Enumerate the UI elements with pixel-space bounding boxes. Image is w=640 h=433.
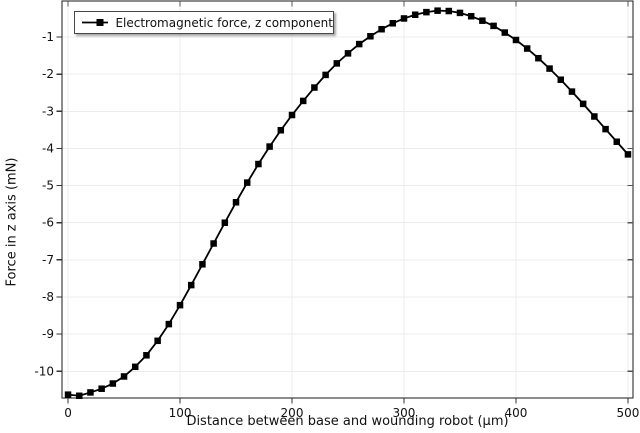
series-marker [333,60,341,67]
series-marker [87,389,94,396]
series-marker [400,15,408,22]
series-marker [490,22,497,30]
series-marker [322,71,329,79]
series-marker [423,8,430,16]
series-marker [456,9,464,17]
series-marker [243,179,251,186]
series-marker [120,373,128,380]
x-tick-label: 500 [617,406,640,420]
series-marker [389,20,397,27]
series-marker [613,138,621,146]
series-marker [602,125,609,133]
series-marker [445,7,453,15]
y-tick-label: -8 [42,290,54,304]
series-marker [131,363,139,371]
series-marker [501,29,509,36]
series-marker [299,97,307,105]
series-marker [277,126,285,134]
series-marker [557,76,565,83]
y-tick-label: -1 [42,30,54,44]
legend-line-marker-icon [82,19,109,26]
series-marker [355,40,363,48]
series-marker [221,219,229,226]
series-marker [467,12,475,20]
series-marker [411,11,419,18]
y-tick-label: -4 [42,141,54,155]
series-marker [255,160,262,168]
y-tick-label: -10 [34,364,54,378]
series-marker [535,54,542,62]
x-tick-label: 400 [505,406,528,420]
x-axis-title: Distance between base and wounding robot… [186,414,509,429]
plot-frame [61,0,634,399]
y-tick-label: -3 [42,104,54,118]
series-marker [378,25,385,33]
x-tick-label: 300 [393,406,416,420]
series-marker [199,261,206,268]
series-marker [98,385,105,392]
y-axis-title: Force in z axis (mN) [4,157,20,287]
series-marker [579,100,587,108]
legend: Electromagnetic force, z component [74,11,334,34]
series-marker [143,352,150,359]
series-marker [591,113,598,120]
x-tick-label: 200 [281,406,304,420]
series-marker [288,111,296,119]
series-marker [176,301,184,309]
series-marker [210,240,217,247]
series-marker [75,392,83,400]
series-marker [187,281,195,289]
y-tick-label: -6 [42,216,54,230]
y-tick-label: -2 [42,67,54,81]
series-marker [568,88,576,95]
series-marker [479,17,486,24]
series-marker [624,151,632,158]
y-tick-label: -9 [42,327,54,341]
series-marker [512,36,520,44]
series-marker [64,391,72,398]
series-marker [344,50,352,57]
y-tick-label: -7 [42,253,54,267]
series-marker [165,320,173,328]
series-line [67,9,629,397]
x-tick-label: 100 [169,406,192,420]
series-marker [154,337,161,345]
series-marker [311,84,318,91]
legend-label: Electromagnetic force, z component [115,15,333,30]
series-marker [109,380,117,387]
series-marker [266,143,273,150]
series-marker [546,65,553,72]
series-marker [367,33,374,40]
x-tick-label: 0 [64,406,72,420]
series-marker [434,7,441,14]
y-tick-label: -5 [42,179,54,193]
series-marker [232,199,240,206]
series-marker [523,45,531,52]
